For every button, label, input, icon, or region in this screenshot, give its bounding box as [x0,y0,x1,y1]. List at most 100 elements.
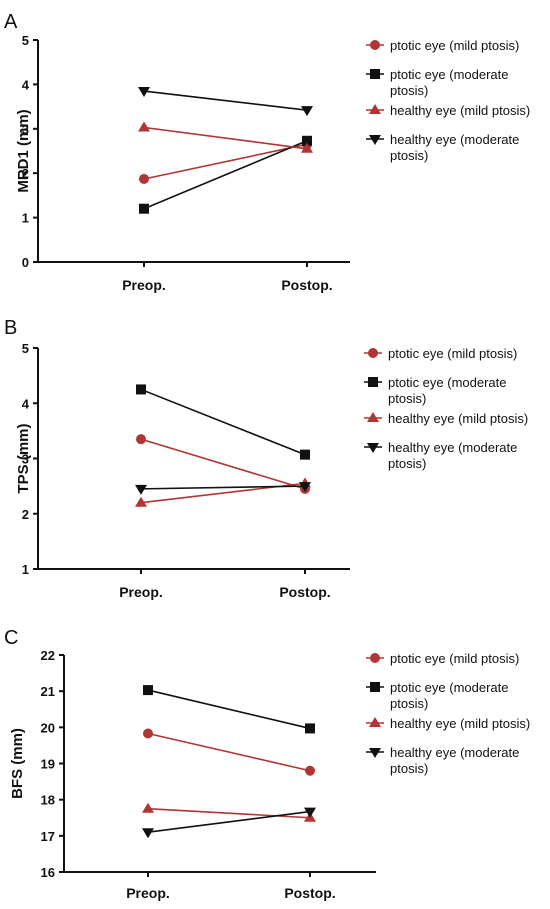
series-2 [143,685,315,734]
legend-label: ptotic eye (moderate [390,680,509,695]
legend: ptotic eye (mild ptosis) ptotic eye (mode… [366,651,530,776]
legend: ptotic eye (mild ptosis) ptotic eye (mode… [366,38,530,163]
data-point [299,482,311,493]
x-tick-label: Preop. [122,277,166,293]
legend-label: ptosis) [390,148,428,163]
legend-label: ptotic eye (moderate [388,375,507,390]
legend-label: healthy eye (mild ptosis) [390,716,530,731]
data-point [138,87,150,98]
x-tick-label: Preop. [126,885,170,901]
y-tick-label: 1 [22,562,29,577]
legend-marker [370,69,380,79]
y-tick-label: 5 [22,341,29,356]
legend-marker [369,717,381,727]
y-tick-label: 5 [22,33,29,48]
chart-panel-c: C 16 17 18 19 20 21 22 Preop. Postop. BFS (mm) ptot… [4,627,530,901]
series-line [143,140,308,210]
y-tick-label: 19 [41,757,55,772]
chart-panel-a: A 0 1 2 3 4 5 Preop. Postop. MRD1 (mm) ptotic eye … [4,11,530,293]
legend-marker [370,682,380,692]
panel-letter: A [4,11,18,33]
y-tick-label: 3 [22,452,29,467]
data-point [139,203,149,214]
series-4 [135,482,311,495]
legend-marker [370,40,380,50]
y-tick-label: 17 [41,829,55,844]
series-1 [143,728,315,776]
y-axis-label: BFS (mm) [9,728,26,799]
legend-label: healthy eye (mild ptosis) [388,411,528,426]
chart-panel-b: B 1 2 3 4 5 Preop. Postop. TPS (mm) ptotic eye (m… [4,317,528,600]
y-tick-label: 18 [41,793,55,808]
y-tick-label: 20 [41,720,55,735]
data-point [300,449,310,460]
legend-label: ptosis) [390,761,428,776]
legend-label: healthy eye (moderate [388,440,517,455]
series-3 [142,802,316,822]
x-tick-label: Preop. [119,584,163,600]
data-point [302,135,312,146]
y-tick-label: 4 [22,77,30,92]
series-line [147,810,311,834]
legend-marker [367,412,379,422]
legend-marker [369,104,381,114]
y-tick-label: 4 [22,396,30,411]
data-point [136,384,146,395]
y-tick-label: 22 [41,648,55,663]
legend-label: healthy eye (moderate [390,132,519,147]
legend-marker [370,653,380,663]
panel-letter: B [4,317,17,339]
y-tick-label: 1 [22,211,29,226]
y-tick-label: 21 [41,684,55,699]
legend-marker [368,377,378,387]
data-point [135,496,147,507]
x-tick-label: Postop. [281,277,332,293]
y-tick-label: 2 [22,166,29,181]
legend-label: ptosis) [390,83,428,98]
legend-label: ptotic eye (mild ptosis) [390,651,519,666]
data-point [135,484,147,495]
series-line [140,485,306,490]
series-2 [139,135,312,214]
legend-label: ptosis) [390,696,428,711]
x-tick-label: Postop. [279,584,330,600]
legend-label: ptotic eye (mild ptosis) [388,346,517,361]
legend-label: ptotic eye (moderate [390,67,509,82]
data-point [301,142,313,153]
series-line [143,126,308,150]
series-1 [136,434,310,494]
panel-letter: C [4,627,18,649]
legend-marker [367,443,379,453]
legend-marker [369,135,381,145]
series-3 [135,477,311,507]
series-line [147,689,311,730]
data-point [305,723,315,734]
data-point [143,685,153,696]
series-line [147,732,311,772]
legend-label: ptosis) [388,391,426,406]
legend-marker [369,748,381,758]
data-point [143,728,153,739]
series-4 [138,87,313,117]
data-point [138,121,150,132]
data-point [142,802,154,813]
data-point [304,807,316,818]
series-3 [138,121,313,153]
series-line [143,143,308,180]
y-tick-label: 0 [22,255,29,270]
y-tick-label: 3 [22,122,29,137]
data-point [301,106,313,117]
legend-marker [368,348,378,358]
y-tick-label: 16 [41,865,55,880]
legend-label: healthy eye (mild ptosis) [390,103,530,118]
series-4 [142,807,316,839]
series-line [140,388,306,456]
data-point [142,828,154,839]
data-point [139,173,149,184]
legend-label: ptotic eye (mild ptosis) [390,38,519,53]
legend: ptotic eye (mild ptosis) ptotic eye (mode… [364,346,528,471]
legend-label: healthy eye (moderate [390,745,519,760]
y-axis-label: TPS (mm) [15,423,32,493]
data-point [305,765,315,776]
